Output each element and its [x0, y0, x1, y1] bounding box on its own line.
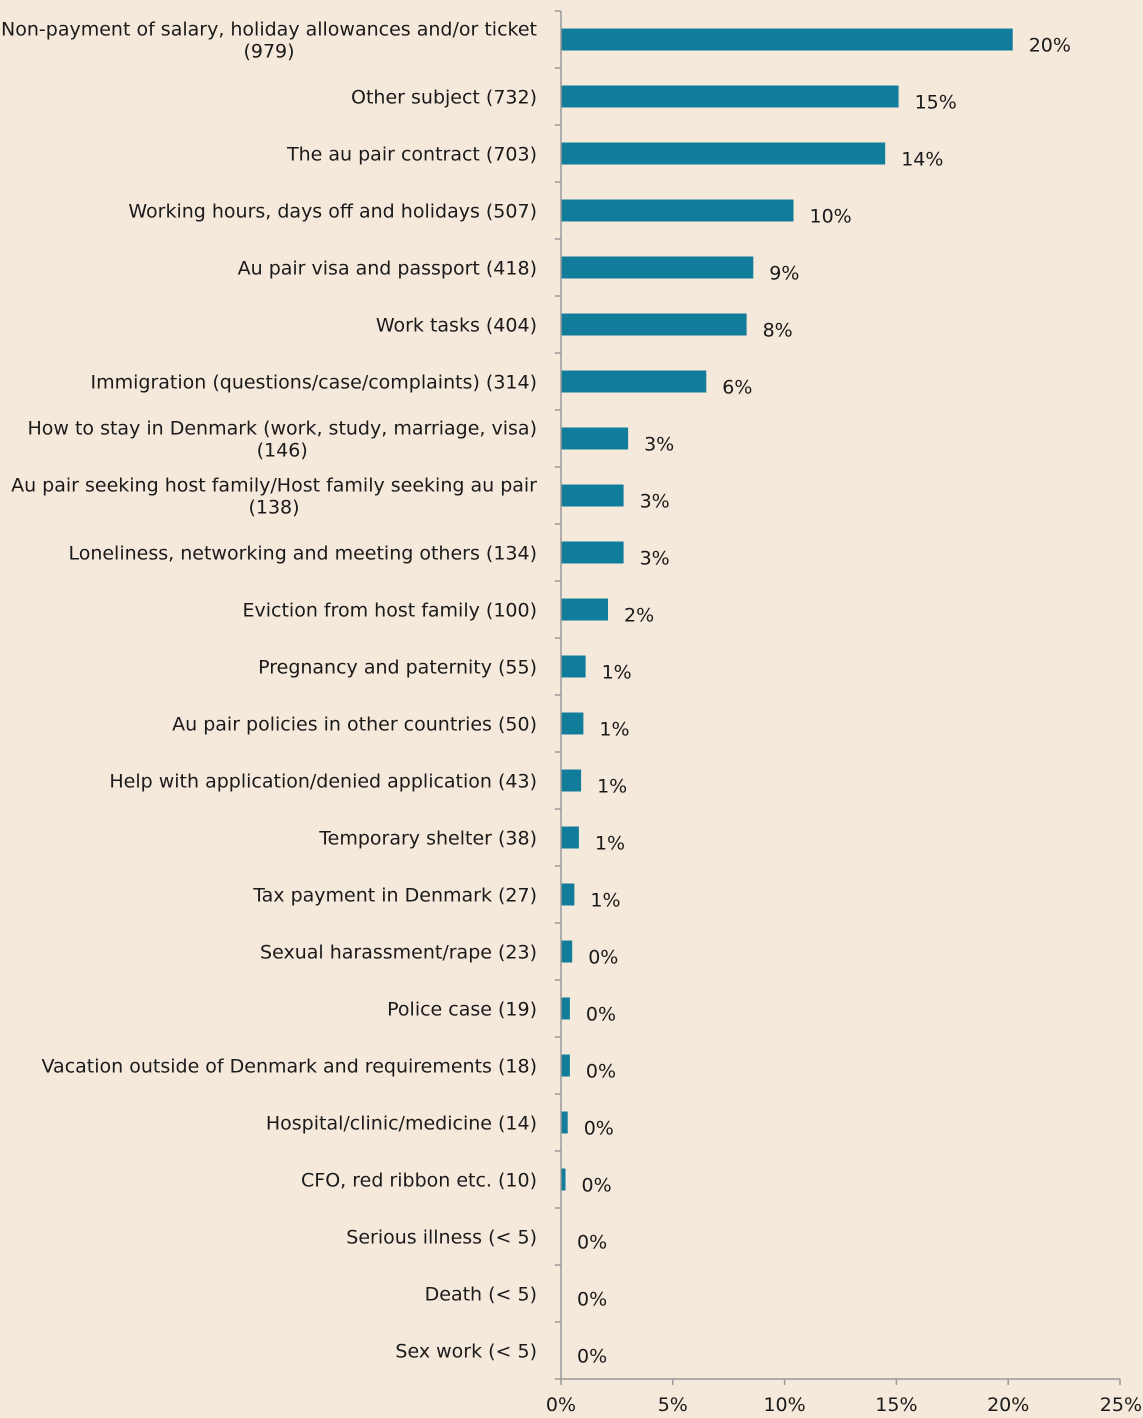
data-label: 0%: [588, 947, 618, 969]
category-label: Sexual harassment/rape (23): [260, 942, 537, 964]
data-label: 0%: [586, 1004, 616, 1026]
category-label: Police case (19): [387, 999, 537, 1021]
category-label: Sex work (< 5): [395, 1341, 537, 1363]
category-label: Non-payment of salary, holiday allowance…: [1, 19, 537, 41]
category-label: Au pair seeking host family/Host family …: [11, 475, 537, 497]
category-label: Loneliness, networking and meeting other…: [68, 543, 537, 565]
data-label: 0%: [577, 1232, 607, 1254]
data-label: 1%: [597, 776, 627, 798]
data-label: 6%: [722, 377, 752, 399]
axis-layer: 0% 5% 10% 15% 20% 25%: [546, 10, 1142, 1416]
data-label: 3%: [644, 434, 674, 456]
bar: [561, 826, 579, 849]
category-label: Eviction from host family (100): [243, 600, 538, 622]
data-label: 0%: [582, 1175, 612, 1197]
data-label: 3%: [640, 491, 670, 513]
x-tick-label: 0%: [546, 1394, 576, 1416]
labels-layer: Non-payment of salary, holiday allowance…: [1, 19, 1071, 1368]
bar: [561, 313, 747, 336]
bar: [561, 28, 1013, 51]
data-label: 1%: [595, 833, 625, 855]
category-label: Au pair visa and passport (418): [238, 258, 537, 280]
category-label: Pregnancy and paternity (55): [258, 657, 537, 679]
category-label-line2: (146): [257, 440, 308, 462]
data-label: 1%: [599, 719, 629, 741]
data-label: 15%: [915, 92, 957, 114]
bar: [561, 1111, 568, 1134]
bar: [561, 598, 608, 621]
category-label: Vacation outside of Denmark and requirem…: [42, 1056, 537, 1078]
category-label-line2: (979): [243, 41, 294, 63]
data-label: 0%: [586, 1061, 616, 1083]
data-label: 10%: [810, 206, 852, 228]
bar: [561, 199, 794, 222]
category-label: The au pair contract (703): [286, 144, 537, 166]
category-label: Working hours, days off and holidays (50…: [128, 201, 537, 223]
bar: [561, 883, 575, 906]
category-label: Work tasks (404): [376, 315, 537, 337]
category-label-line2: (138): [248, 497, 299, 519]
category-label: Help with application/denied application…: [109, 771, 537, 793]
data-label: 2%: [624, 605, 654, 627]
x-tick-label: 10%: [763, 1394, 805, 1416]
bar: [561, 541, 624, 564]
bars-layer: [561, 28, 1013, 1191]
data-label: 0%: [577, 1289, 607, 1311]
data-label: 8%: [763, 320, 793, 342]
category-label: Death (< 5): [425, 1284, 537, 1306]
data-label: 0%: [577, 1346, 607, 1368]
x-tick-label: 15%: [875, 1394, 917, 1416]
data-label: 1%: [602, 662, 632, 684]
category-label: Temporary shelter (38): [318, 828, 537, 850]
data-label: 0%: [584, 1118, 614, 1140]
x-tick-label: 20%: [987, 1394, 1029, 1416]
category-label: CFO, red ribbon etc. (10): [301, 1170, 537, 1192]
bar: [561, 427, 629, 450]
category-label: Serious illness (< 5): [346, 1227, 537, 1249]
bar: [561, 85, 899, 108]
x-tick-label: 25%: [1100, 1394, 1142, 1416]
bar: [561, 655, 586, 678]
bar: [561, 370, 707, 393]
bar: [561, 712, 584, 735]
data-label: 3%: [640, 548, 670, 570]
category-label: Hospital/clinic/medicine (14): [266, 1113, 537, 1135]
bar: [561, 142, 886, 165]
category-label: Immigration (questions/case/complaints) …: [91, 372, 538, 394]
bar: [561, 997, 570, 1020]
x-tick-label: 5%: [658, 1394, 688, 1416]
bar: [561, 256, 754, 279]
bar: [561, 1168, 566, 1191]
category-label: How to stay in Denmark (work, study, mar…: [27, 418, 537, 440]
data-label: 1%: [590, 890, 620, 912]
bar: [561, 1054, 570, 1077]
data-label: 9%: [769, 263, 799, 285]
data-label: 14%: [901, 149, 943, 171]
category-label: Au pair policies in other countries (50): [172, 714, 537, 736]
bar: [561, 940, 573, 963]
bar: [561, 769, 582, 792]
category-label: Other subject (732): [351, 87, 537, 109]
category-label: Tax payment in Denmark (27): [252, 885, 537, 907]
data-label: 20%: [1029, 35, 1071, 57]
bar: [561, 484, 624, 507]
